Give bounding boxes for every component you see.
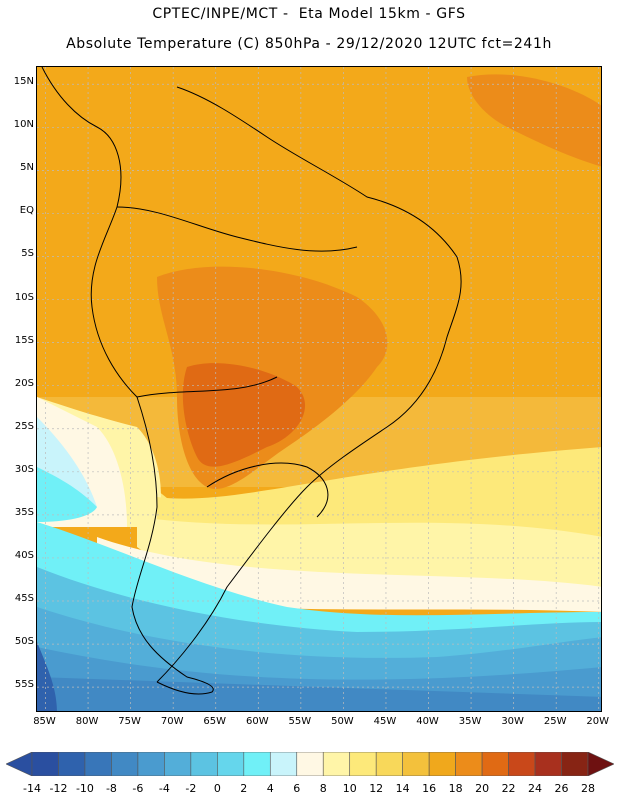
colorbar-swatch bbox=[190, 752, 218, 776]
caribbean-warm-patch bbox=[467, 74, 601, 167]
longitude-label: 85W bbox=[33, 716, 56, 727]
latitude-label: 55S bbox=[14, 679, 34, 691]
colorbar-swatch bbox=[217, 752, 245, 776]
latitude-label: 10N bbox=[13, 119, 34, 131]
longitude-label: 40W bbox=[416, 716, 439, 727]
colorbar-swatch bbox=[31, 752, 59, 776]
pacific-cold-patch-2 bbox=[37, 467, 97, 522]
colorbar-label: 12 bbox=[369, 782, 384, 795]
latitude-label: 35S bbox=[14, 506, 34, 518]
temperature-map-canvas bbox=[37, 67, 601, 711]
colorbar-label: -4 bbox=[158, 782, 170, 795]
longitude-label: 80W bbox=[75, 716, 99, 727]
longitude-label: 35W bbox=[458, 716, 482, 727]
temperature-map[interactable] bbox=[36, 66, 602, 712]
border-central bbox=[136, 376, 278, 398]
far-south-cold-patch bbox=[37, 642, 57, 711]
hottest-continent-region bbox=[182, 363, 306, 467]
colorbar-label: 26 bbox=[554, 782, 569, 795]
colorbar-swatch bbox=[111, 752, 139, 776]
latitude-label: 45S bbox=[14, 593, 34, 605]
longitude-label: 45W bbox=[373, 716, 397, 727]
colorbar-min-arrow bbox=[6, 752, 33, 776]
border-south bbox=[206, 462, 329, 518]
longitude-label: 60W bbox=[245, 716, 269, 727]
latitude-label: 5S bbox=[21, 248, 34, 260]
latitude-label: 15N bbox=[13, 76, 34, 88]
colorbar-swatch bbox=[349, 752, 377, 776]
colorbar-swatch bbox=[84, 752, 112, 776]
coastlines bbox=[41, 67, 462, 695]
colorbar-swatch bbox=[561, 752, 589, 776]
colorbar-swatch bbox=[243, 752, 271, 776]
colorbar-label: 0 bbox=[213, 782, 221, 795]
colorbar-swatch bbox=[402, 752, 430, 776]
latitude-label: 20S bbox=[14, 377, 34, 389]
colorbar-label: 20 bbox=[475, 782, 490, 795]
colorbar-swatch bbox=[375, 752, 403, 776]
longitude-label: 20W bbox=[586, 716, 610, 727]
colorbar-label: 18 bbox=[448, 782, 463, 795]
latitude-label: EQ bbox=[19, 205, 34, 217]
temperature-colorbar bbox=[6, 752, 614, 776]
colorbar-label: 6 bbox=[293, 782, 301, 795]
latitude-label: 50S bbox=[14, 636, 34, 648]
colorbar-swatch bbox=[508, 752, 536, 776]
longitude-label: 70W bbox=[160, 716, 184, 727]
longitude-label: 30W bbox=[501, 716, 524, 727]
colorbar-swatch bbox=[164, 752, 192, 776]
colorbar-label: 16 bbox=[422, 782, 437, 795]
latitude-label: 10S bbox=[14, 291, 34, 303]
pacific-coastline bbox=[41, 67, 214, 695]
latitude-label: 15S bbox=[14, 334, 34, 346]
colorbar-label: -12 bbox=[49, 782, 68, 795]
colorbar-label: 2 bbox=[240, 782, 248, 795]
gridlines bbox=[37, 67, 601, 711]
colorbar-label: 10 bbox=[342, 782, 357, 795]
colorbar-label: 22 bbox=[501, 782, 516, 795]
southern-ocean-edge bbox=[37, 677, 601, 711]
south-atlantic-mild-band bbox=[157, 447, 601, 547]
colorbar-label: 4 bbox=[266, 782, 274, 795]
colorbar-label: 8 bbox=[319, 782, 327, 795]
colorbar-label: 24 bbox=[528, 782, 543, 795]
map-title-line-2: Absolute Temperature (C) 850hPa - 29/12/… bbox=[66, 36, 552, 52]
colorbar-swatch bbox=[322, 752, 351, 776]
colorbar-swatch bbox=[137, 752, 165, 776]
colorbar-label: -6 bbox=[132, 782, 144, 795]
colorbar-label: -2 bbox=[185, 782, 197, 795]
latitude-label: 30S bbox=[14, 463, 34, 475]
colorbar-swatch bbox=[455, 752, 483, 776]
longitude-label: 75W bbox=[118, 716, 141, 727]
atlantic-coastline bbox=[156, 86, 462, 683]
colorbar-label: -10 bbox=[75, 782, 94, 795]
longitude-label: 25W bbox=[543, 716, 567, 727]
colorbar-swatch bbox=[428, 752, 456, 776]
longitude-label: 65W bbox=[203, 716, 227, 727]
longitude-label: 55W bbox=[288, 716, 312, 727]
border-north bbox=[116, 206, 358, 252]
latitude-label: 25S bbox=[14, 420, 34, 432]
map-title-line-1: CPTEC/INPE/MCT - Eta Model 15km - GFS bbox=[152, 6, 466, 22]
colorbar-max-arrow bbox=[587, 752, 614, 776]
latitude-label: 40S bbox=[14, 549, 34, 561]
colorbar-swatch bbox=[481, 752, 509, 776]
latitude-label: 5N bbox=[20, 162, 34, 174]
colorbar-swatch bbox=[534, 752, 562, 776]
colorbar-swatch bbox=[58, 752, 86, 776]
colorbar-swatch bbox=[269, 752, 298, 776]
colorbar-label: 28 bbox=[581, 782, 595, 795]
colorbar-label: -8 bbox=[105, 782, 117, 795]
colorbar-swatch bbox=[296, 752, 324, 776]
colorbar-label: -14 bbox=[23, 782, 41, 795]
longitude-label: 50W bbox=[331, 716, 354, 727]
colorbar-label: 14 bbox=[395, 782, 410, 795]
